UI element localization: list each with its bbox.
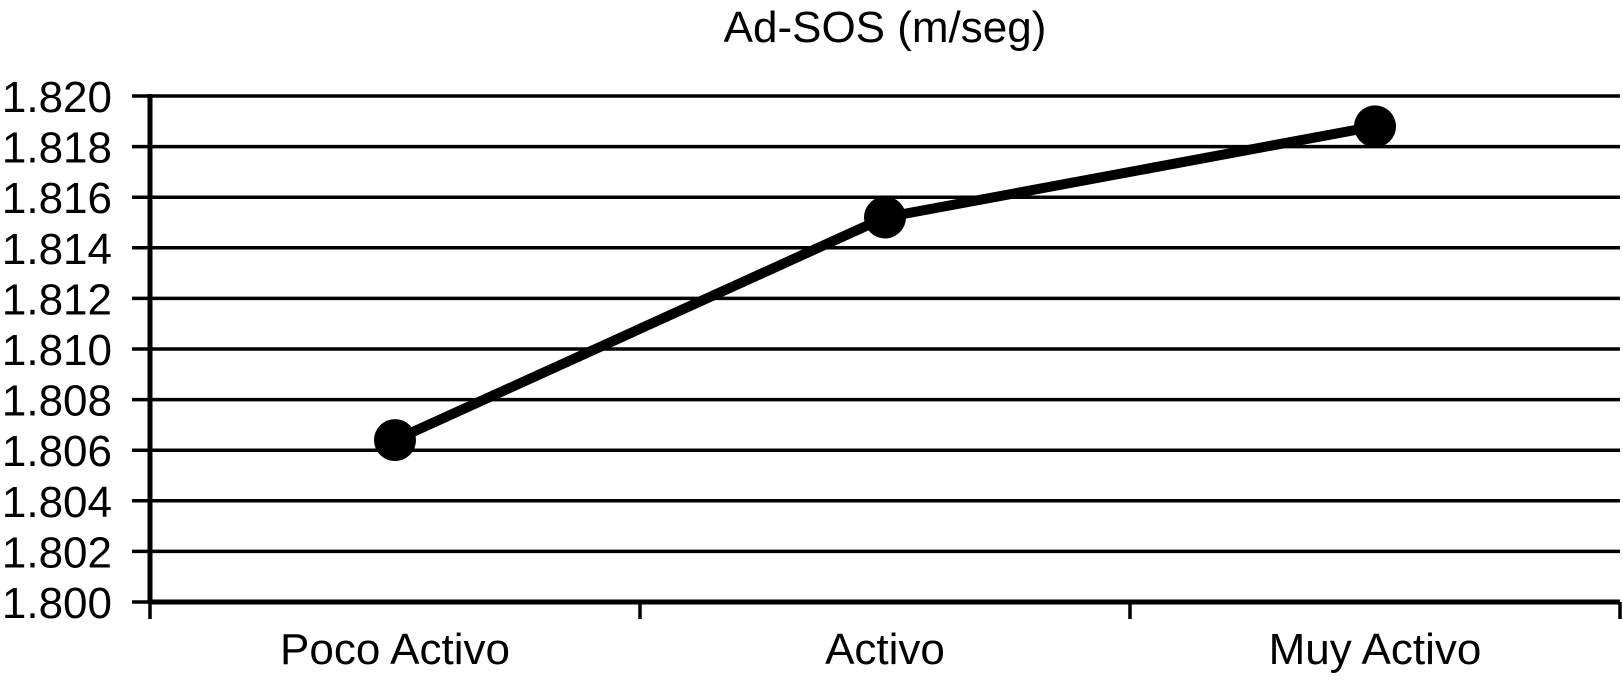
y-tick-label: 1.804 [2,478,112,527]
data-point-marker [374,419,416,462]
y-tick-label: 1.816 [2,174,112,223]
y-tick-label: 1.814 [2,225,112,274]
x-tick-label: Poco Activo [280,625,510,674]
x-tick-label: Activo [825,625,945,674]
y-tick-label: 1.808 [2,377,112,426]
data-point-marker [1354,105,1396,148]
y-tick-label: 1.812 [2,275,112,324]
y-tick-label: 1.820 [2,73,112,122]
x-tick-label: Muy Activo [1269,625,1482,674]
chart-title: Ad-SOS (m/seg) [723,3,1047,52]
y-tick-label: 1.806 [2,427,112,476]
data-point-marker [864,196,906,239]
series-line [390,121,1380,446]
y-tick-label: 1.800 [2,579,112,628]
y-tick-label: 1.810 [2,326,112,375]
y-tick-label: 1.818 [2,124,112,173]
y-tick-label: 1.802 [2,528,112,577]
